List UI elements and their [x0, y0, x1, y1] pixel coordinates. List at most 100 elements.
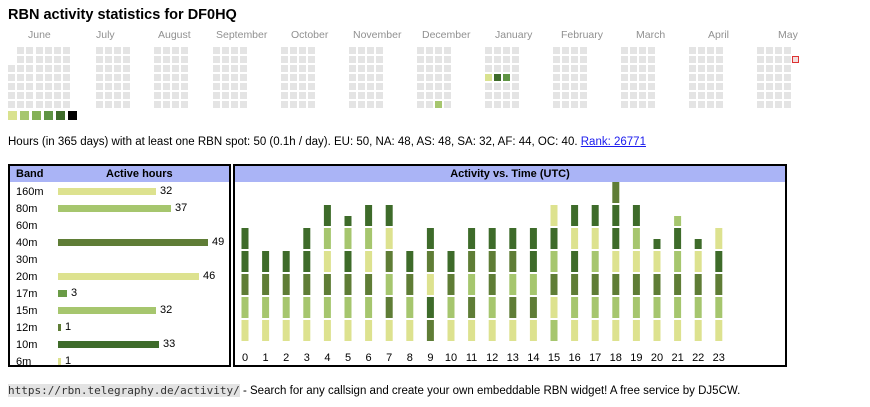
day-cell[interactable]: [435, 65, 442, 72]
day-cell[interactable]: [444, 92, 451, 99]
day-cell[interactable]: [757, 65, 764, 72]
day-cell[interactable]: [114, 83, 121, 90]
day-cell[interactable]: [571, 92, 578, 99]
day-cell[interactable]: [689, 56, 696, 63]
day-cell[interactable]: [45, 74, 52, 81]
day-cell[interactable]: [639, 56, 646, 63]
day-cell[interactable]: [784, 101, 791, 108]
day-cell[interactable]: [181, 47, 188, 54]
day-cell[interactable]: [26, 101, 33, 108]
day-cell[interactable]: [503, 56, 510, 63]
day-cell[interactable]: [123, 92, 130, 99]
day-cell[interactable]: [707, 65, 714, 72]
day-cell[interactable]: [376, 83, 383, 90]
day-cell[interactable]: [580, 56, 587, 63]
day-cell[interactable]: [417, 101, 424, 108]
day-cell[interactable]: [45, 101, 52, 108]
day-cell[interactable]: [349, 56, 356, 63]
day-cell[interactable]: [775, 83, 782, 90]
day-cell[interactable]: [417, 83, 424, 90]
day-cell[interactable]: [63, 83, 70, 90]
day-cell[interactable]: [54, 74, 61, 81]
day-cell[interactable]: [512, 47, 519, 54]
day-cell[interactable]: [36, 56, 43, 63]
day-cell[interactable]: [181, 74, 188, 81]
day-cell[interactable]: [376, 92, 383, 99]
day-cell[interactable]: [689, 65, 696, 72]
day-cell[interactable]: [639, 83, 646, 90]
day-cell[interactable]: [240, 74, 247, 81]
day-cell[interactable]: [562, 92, 569, 99]
day-cell[interactable]: [308, 83, 315, 90]
day-cell[interactable]: [417, 92, 424, 99]
day-cell[interactable]: [707, 101, 714, 108]
day-cell[interactable]: [299, 47, 306, 54]
day-cell[interactable]: [105, 56, 112, 63]
day-cell[interactable]: [435, 56, 442, 63]
day-cell[interactable]: [358, 65, 365, 72]
day-cell[interactable]: [123, 101, 130, 108]
day-cell[interactable]: [63, 74, 70, 81]
day-cell[interactable]: [45, 92, 52, 99]
day-cell[interactable]: [172, 83, 179, 90]
day-cell[interactable]: [299, 56, 306, 63]
day-cell[interactable]: [775, 47, 782, 54]
day-cell[interactable]: [123, 47, 130, 54]
day-cell[interactable]: [435, 47, 442, 54]
day-cell[interactable]: [553, 56, 560, 63]
day-cell[interactable]: [707, 74, 714, 81]
day-cell[interactable]: [757, 74, 764, 81]
day-cell[interactable]: [281, 101, 288, 108]
day-cell[interactable]: [426, 47, 433, 54]
day-cell[interactable]: [45, 47, 52, 54]
day-cell[interactable]: [281, 47, 288, 54]
day-cell[interactable]: [45, 83, 52, 90]
day-cell[interactable]: [367, 83, 374, 90]
day-cell[interactable]: [485, 83, 492, 90]
day-cell[interactable]: [621, 65, 628, 72]
day-cell[interactable]: [154, 83, 161, 90]
day-cell[interactable]: [222, 74, 229, 81]
day-cell[interactable]: [358, 47, 365, 54]
day-cell[interactable]: [240, 101, 247, 108]
day-cell[interactable]: [358, 74, 365, 81]
day-cell[interactable]: [435, 83, 442, 90]
day-cell[interactable]: [512, 74, 519, 81]
day-cell[interactable]: [553, 83, 560, 90]
day-cell[interactable]: [630, 56, 637, 63]
day-cell[interactable]: [36, 65, 43, 72]
day-cell[interactable]: [222, 92, 229, 99]
day-cell[interactable]: [231, 83, 238, 90]
day-cell[interactable]: [8, 65, 15, 72]
day-cell[interactable]: [45, 65, 52, 72]
day-cell[interactable]: [580, 47, 587, 54]
day-cell[interactable]: [358, 83, 365, 90]
day-cell[interactable]: [240, 47, 247, 54]
day-cell[interactable]: [181, 92, 188, 99]
day-cell[interactable]: [349, 47, 356, 54]
day-cell[interactable]: [105, 65, 112, 72]
day-cell[interactable]: [689, 101, 696, 108]
day-cell[interactable]: [367, 47, 374, 54]
day-cell[interactable]: [435, 101, 442, 108]
day-cell[interactable]: [96, 74, 103, 81]
day-cell[interactable]: [784, 56, 791, 63]
day-cell[interactable]: [716, 101, 723, 108]
day-cell[interactable]: [299, 101, 306, 108]
day-cell[interactable]: [172, 74, 179, 81]
day-cell[interactable]: [181, 101, 188, 108]
day-cell[interactable]: [163, 92, 170, 99]
day-cell[interactable]: [757, 56, 764, 63]
day-cell[interactable]: [562, 47, 569, 54]
day-cell[interactable]: [8, 92, 15, 99]
day-cell[interactable]: [444, 101, 451, 108]
day-cell[interactable]: [17, 47, 24, 54]
day-cell[interactable]: [553, 47, 560, 54]
day-cell[interactable]: [562, 83, 569, 90]
day-cell[interactable]: [698, 83, 705, 90]
day-cell[interactable]: [358, 56, 365, 63]
day-cell[interactable]: [290, 92, 297, 99]
day-cell[interactable]: [485, 65, 492, 72]
day-cell[interactable]: [494, 101, 501, 108]
day-cell[interactable]: [639, 92, 646, 99]
